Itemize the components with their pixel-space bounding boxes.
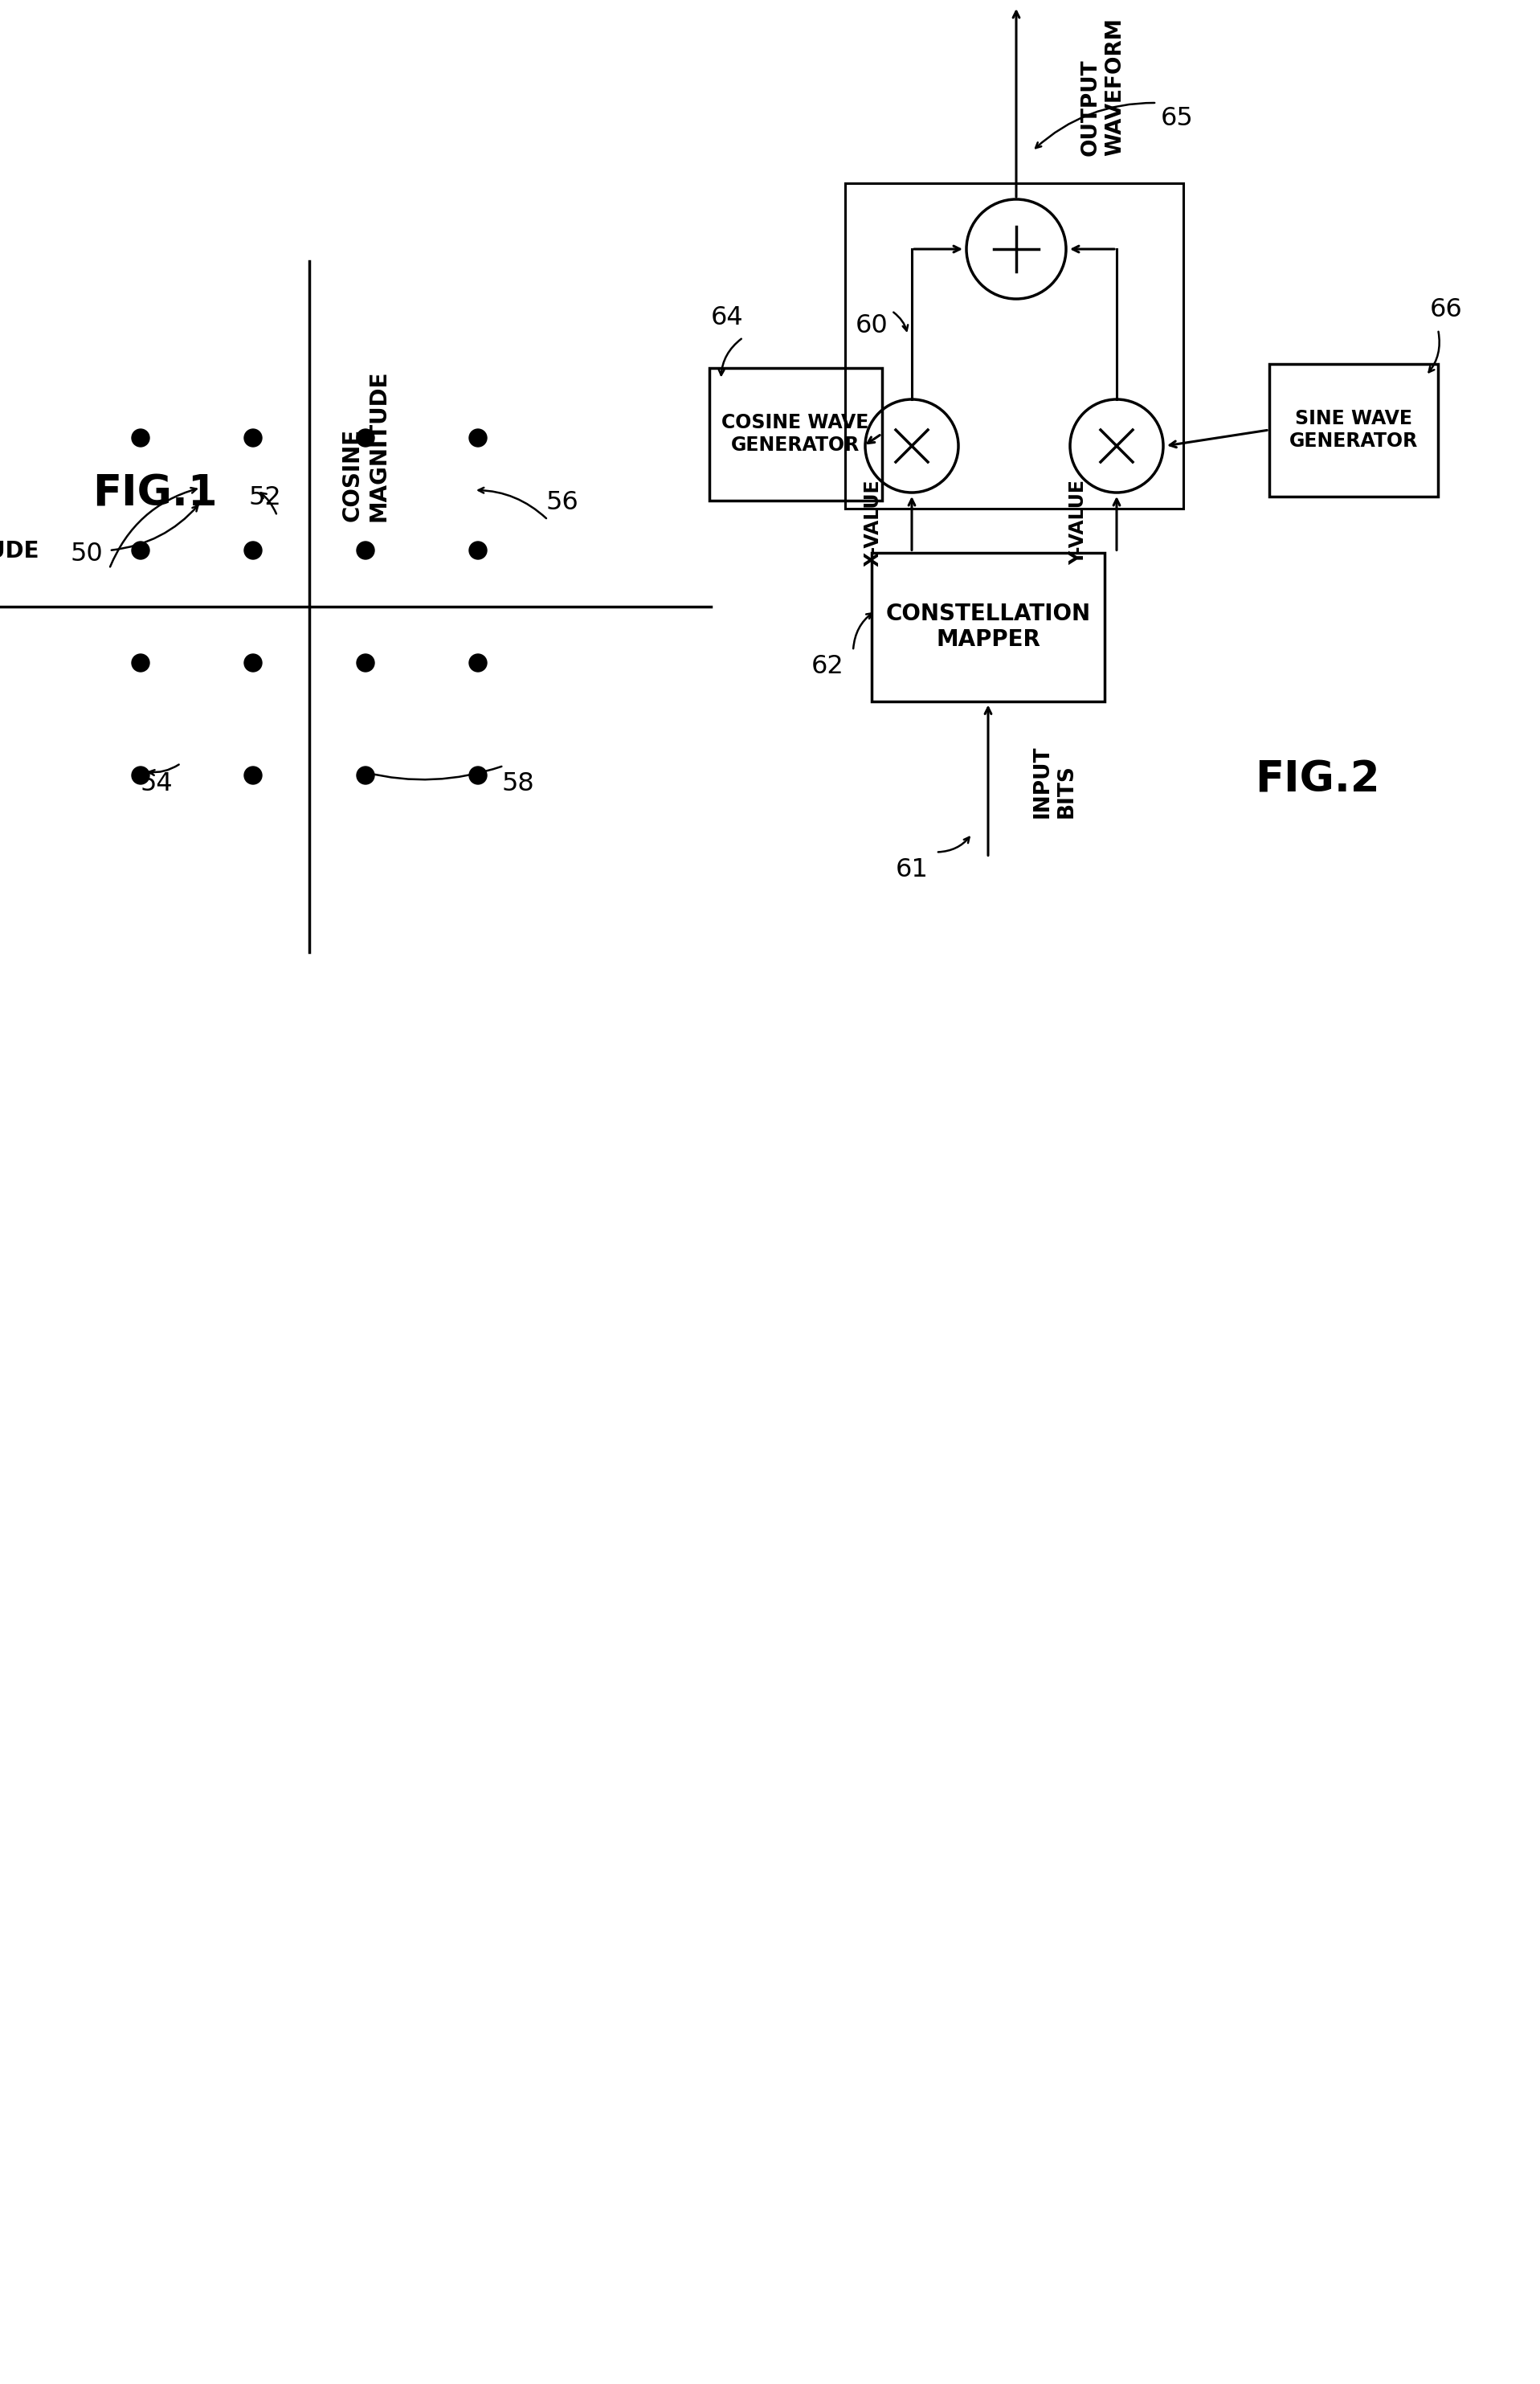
Text: INPUT
BITS: INPUT BITS xyxy=(1032,746,1078,818)
Circle shape xyxy=(132,768,149,784)
Circle shape xyxy=(470,768,487,784)
Text: X-VALUE: X-VALUE xyxy=(864,479,882,565)
Text: 50: 50 xyxy=(71,541,103,567)
Text: 66: 66 xyxy=(1429,298,1463,322)
Circle shape xyxy=(132,653,149,672)
Circle shape xyxy=(470,541,487,560)
Text: FIG.2: FIG.2 xyxy=(1255,758,1380,801)
Circle shape xyxy=(245,429,262,446)
Circle shape xyxy=(132,541,149,560)
Circle shape xyxy=(470,429,487,446)
Text: OUTPUT
WAVEFORM: OUTPUT WAVEFORM xyxy=(1081,17,1126,155)
Text: COSINE
MAGNITUDE: COSINE MAGNITUDE xyxy=(342,370,390,522)
Circle shape xyxy=(245,768,262,784)
Text: COSINE WAVE
GENERATOR: COSINE WAVE GENERATOR xyxy=(722,412,869,455)
Text: 56: 56 xyxy=(547,489,579,515)
Bar xyxy=(872,553,1104,701)
Text: 54: 54 xyxy=(140,770,172,796)
Text: SINE
MAGNITUDE: SINE MAGNITUDE xyxy=(0,515,40,563)
Text: 65: 65 xyxy=(1161,107,1194,131)
Bar xyxy=(845,184,1183,508)
Circle shape xyxy=(245,653,262,672)
Circle shape xyxy=(357,768,374,784)
Circle shape xyxy=(357,541,374,560)
Circle shape xyxy=(357,653,374,672)
Text: 58: 58 xyxy=(502,770,534,796)
Circle shape xyxy=(357,429,374,446)
Text: 64: 64 xyxy=(710,305,744,329)
Text: SINE WAVE
GENERATOR: SINE WAVE GENERATOR xyxy=(1289,410,1418,451)
Text: 61: 61 xyxy=(895,858,929,882)
Bar xyxy=(1269,365,1438,496)
Text: 60: 60 xyxy=(855,312,889,339)
Circle shape xyxy=(245,541,262,560)
Circle shape xyxy=(132,429,149,446)
Text: CONSTELLATION
MAPPER: CONSTELLATION MAPPER xyxy=(885,603,1090,651)
Text: Y-VALUE: Y-VALUE xyxy=(1069,479,1087,565)
Bar xyxy=(708,367,882,501)
Text: 52: 52 xyxy=(248,486,282,510)
Circle shape xyxy=(470,653,487,672)
Text: 62: 62 xyxy=(812,656,844,679)
Text: FIG.1: FIG.1 xyxy=(92,474,217,515)
